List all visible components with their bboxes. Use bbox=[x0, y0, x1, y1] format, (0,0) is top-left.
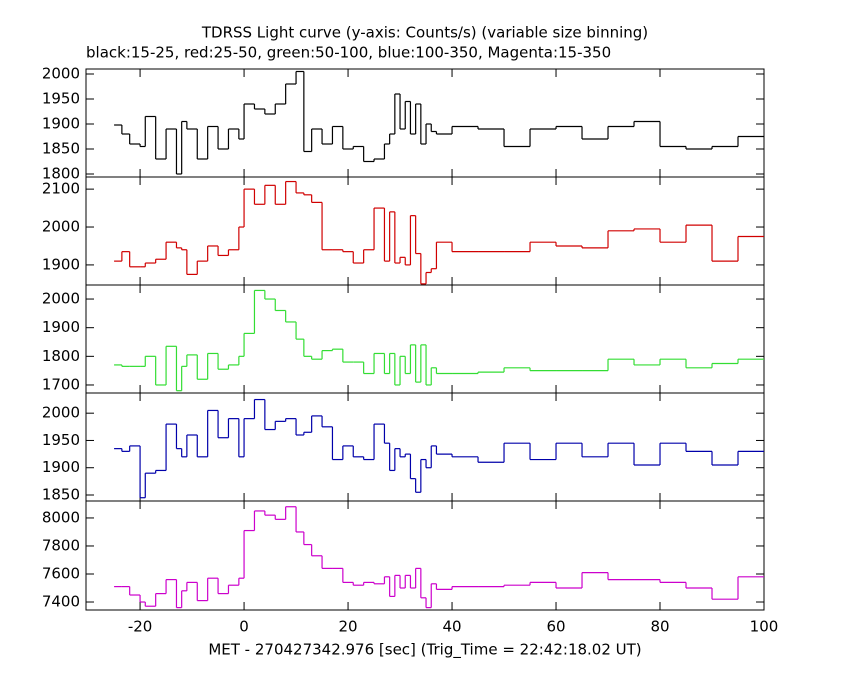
y-tick-label: 1850 bbox=[42, 486, 80, 504]
y-tick-label: 1950 bbox=[42, 90, 80, 108]
chart-title: TDRSS Light curve (y-axis: Counts/s) (va… bbox=[201, 24, 648, 42]
y-tick-label: 1700 bbox=[42, 375, 80, 393]
x-tick-label: 80 bbox=[650, 618, 669, 636]
x-tick-label: -20 bbox=[128, 618, 153, 636]
y-tick-label: 1900 bbox=[42, 115, 80, 133]
y-tick-label: 2000 bbox=[42, 65, 80, 83]
x-axis-label: MET - 270427342.976 [sec] (Trig_Time = 2… bbox=[208, 641, 641, 660]
y-tick-label: 1850 bbox=[42, 140, 80, 158]
x-tick-label: 40 bbox=[442, 618, 461, 636]
y-tick-label: 1900 bbox=[42, 458, 80, 476]
y-tick-label: 2000 bbox=[42, 404, 80, 422]
y-tick-label: 1900 bbox=[42, 318, 80, 336]
x-tick-label: 20 bbox=[339, 618, 358, 636]
y-tick-label: 7600 bbox=[42, 564, 80, 582]
y-tick-label: 7400 bbox=[42, 593, 80, 611]
y-tick-label: 2100 bbox=[42, 180, 80, 198]
x-tick-label: 0 bbox=[239, 618, 249, 636]
y-tick-label: 2000 bbox=[42, 218, 80, 236]
y-tick-label: 1950 bbox=[42, 431, 80, 449]
y-tick-label: 1800 bbox=[42, 347, 80, 365]
y-tick-label: 1900 bbox=[42, 255, 80, 273]
chart-subtitle: black:15-25, red:25-50, green:50-100, bl… bbox=[86, 44, 611, 62]
x-tick-label: 60 bbox=[546, 618, 565, 636]
x-tick-label: 100 bbox=[750, 618, 779, 636]
y-tick-label: 2000 bbox=[42, 290, 80, 308]
y-tick-label: 7800 bbox=[42, 536, 80, 554]
y-tick-label: 1800 bbox=[42, 165, 80, 183]
panel-frame bbox=[85, 500, 765, 611]
y-tick-label: 8000 bbox=[42, 508, 80, 526]
